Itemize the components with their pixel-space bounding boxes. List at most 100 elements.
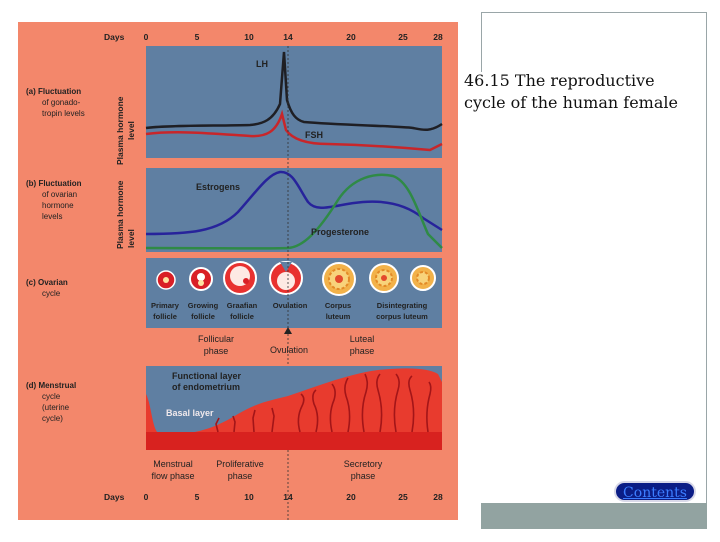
top-tick-25: 25 <box>398 32 408 42</box>
axis-b-line1: Plasma hormone <box>115 180 125 249</box>
stage-disintegrating-line2: corpus luteum <box>376 312 428 321</box>
panel-a-label-line3: tropin levels <box>42 109 85 118</box>
menstrual-flow-line2: flow phase <box>151 471 194 481</box>
disintegrating-corpus-luteum-1-drawing <box>369 263 399 293</box>
panel-d-label-line4: cycle) <box>42 414 63 423</box>
fsh-curve <box>145 109 443 152</box>
progesterone-label: Progesterone <box>311 227 369 237</box>
secretory-line1: Secretory <box>344 459 383 469</box>
endometrial-glands <box>215 373 432 433</box>
menstrual-flow-line1: Menstrual <box>153 459 193 469</box>
footer-bar <box>481 503 707 529</box>
panel-b-label: (b) Fluctuation of ovarian hormone level… <box>26 179 82 221</box>
stage-primary-line2: follicle <box>153 312 177 321</box>
secretory-line2: phase <box>351 471 376 481</box>
disintegrating-corpus-luteum-2-drawing <box>410 265 436 291</box>
top-tick-5: 5 <box>195 32 200 42</box>
axis-label-a: Plasma hormone level <box>115 96 136 165</box>
panel-a-label-title: (a) Fluctuation <box>26 87 81 96</box>
stage-growing-line1: Growing <box>188 301 219 310</box>
panel-d-label-line3: (uterine <box>42 403 70 412</box>
slide-caption: 46.15 The reproductive cycle of the huma… <box>464 70 714 114</box>
bottom-tick-20: 20 <box>346 492 356 502</box>
days-label-bottom: Days <box>104 492 125 502</box>
frame-right-line <box>706 12 707 529</box>
frame-top-line <box>481 12 707 13</box>
bottom-tick-25: 25 <box>398 492 408 502</box>
corpus-luteum-drawing <box>322 262 356 296</box>
panel-b-label-line4: levels <box>42 212 62 221</box>
phase-labels: Follicular phase Ovulation Luteal phase <box>198 334 374 356</box>
basal-layer-band <box>146 432 442 450</box>
ovarian-stage-labels: Primary follicle Growing follicle Graafi… <box>151 301 428 321</box>
panel-a-label: (a) Fluctuation of gonado- tropin levels <box>26 87 85 118</box>
growing-follicle-drawing <box>189 267 213 291</box>
basal-layer-label: Basal layer <box>166 408 214 418</box>
panel-c-label-title: (c) Ovarian <box>26 278 68 287</box>
luteal-phase-line1: Luteal <box>350 334 375 344</box>
progesterone-curve <box>145 173 443 250</box>
stage-growing-line2: follicle <box>191 312 215 321</box>
top-tick-10: 10 <box>244 32 254 42</box>
lh-curve <box>145 51 443 131</box>
panel-d-label-line2: cycle <box>42 392 61 401</box>
estrogen-curve <box>145 170 443 236</box>
top-tick-14: 14 <box>283 32 293 42</box>
proliferative-line1: Proliferative <box>216 459 264 469</box>
panel-b-label-title: (b) Fluctuation <box>26 179 82 188</box>
bottom-tick-28: 28 <box>433 492 443 502</box>
fsh-label: FSH <box>305 130 323 140</box>
bottom-day-ticks: 0 5 10 14 20 25 28 <box>144 492 443 502</box>
panel-c-label: (c) Ovarian cycle <box>26 278 68 298</box>
axis-label-b: Plasma hormone level <box>115 180 136 249</box>
contents-label: Contents <box>623 485 687 501</box>
functional-layer-line1: Functional layer <box>172 371 242 381</box>
panel-d-label-title: (d) Menstrual <box>26 381 76 390</box>
panel-a-label-line2: of gonado- <box>42 98 81 107</box>
stage-disintegrating-line1: Disintegrating <box>377 301 428 310</box>
bottom-tick-5: 5 <box>195 492 200 502</box>
ovulation-drawing <box>269 261 303 295</box>
graafian-follicle-drawing <box>223 261 257 295</box>
panel-b-label-line3: hormone <box>42 201 74 210</box>
top-tick-0: 0 <box>144 32 149 42</box>
follicular-phase-line1: Follicular <box>198 334 234 344</box>
ovulation-phase-label: Ovulation <box>270 345 308 355</box>
stage-ovulation-line1: Ovulation <box>273 301 308 310</box>
panel-c-label-line2: cycle <box>42 289 61 298</box>
axis-a-line1: Plasma hormone <box>115 96 125 165</box>
panel-d-text: Functional layer of endometrium Basal la… <box>166 371 242 418</box>
lh-label: LH <box>256 59 268 69</box>
axis-b-line2: level <box>126 229 136 248</box>
top-tick-28: 28 <box>433 32 443 42</box>
primary-follicle-drawing <box>156 270 176 290</box>
panel-b-label-line2: of ovarian <box>42 190 77 199</box>
frame-left-line <box>481 12 482 72</box>
follicular-phase-line2: phase <box>204 346 229 356</box>
panel-d-label: (d) Menstrual cycle (uterine cycle) <box>26 381 76 423</box>
ovulation-arrow <box>284 327 292 334</box>
stage-corpus-line1: Corpus <box>325 301 351 310</box>
top-tick-20: 20 <box>346 32 356 42</box>
proliferative-line2: phase <box>228 471 253 481</box>
endometrium-shape <box>146 368 442 450</box>
estrogen-label: Estrogens <box>196 182 240 192</box>
bottom-tick-10: 10 <box>244 492 254 502</box>
bottom-tick-14: 14 <box>283 492 293 502</box>
stage-corpus-line2: luteum <box>326 312 351 321</box>
functional-layer-line2: of endometrium <box>172 382 240 392</box>
reproductive-cycle-figure: Days 0 5 10 14 20 25 28 (a) Fluctuation … <box>18 22 458 520</box>
panel-a-background <box>146 46 442 158</box>
bottom-tick-0: 0 <box>144 492 149 502</box>
menstrual-phase-labels: Menstrual flow phase Proliferative phase… <box>151 459 382 481</box>
stage-graafian-line1: Graafian <box>227 301 258 310</box>
caption-line-2: cycle of the human female <box>464 93 678 112</box>
contents-button[interactable]: Contents <box>614 481 696 502</box>
caption-line-1: 46.15 The reproductive <box>464 71 655 90</box>
axis-a-line2: level <box>126 121 136 140</box>
stage-graafian-line2: follicle <box>230 312 254 321</box>
top-day-ticks: 0 5 10 14 20 25 28 <box>144 32 443 42</box>
luteal-phase-line2: phase <box>350 346 375 356</box>
panel-b-background <box>146 168 442 252</box>
